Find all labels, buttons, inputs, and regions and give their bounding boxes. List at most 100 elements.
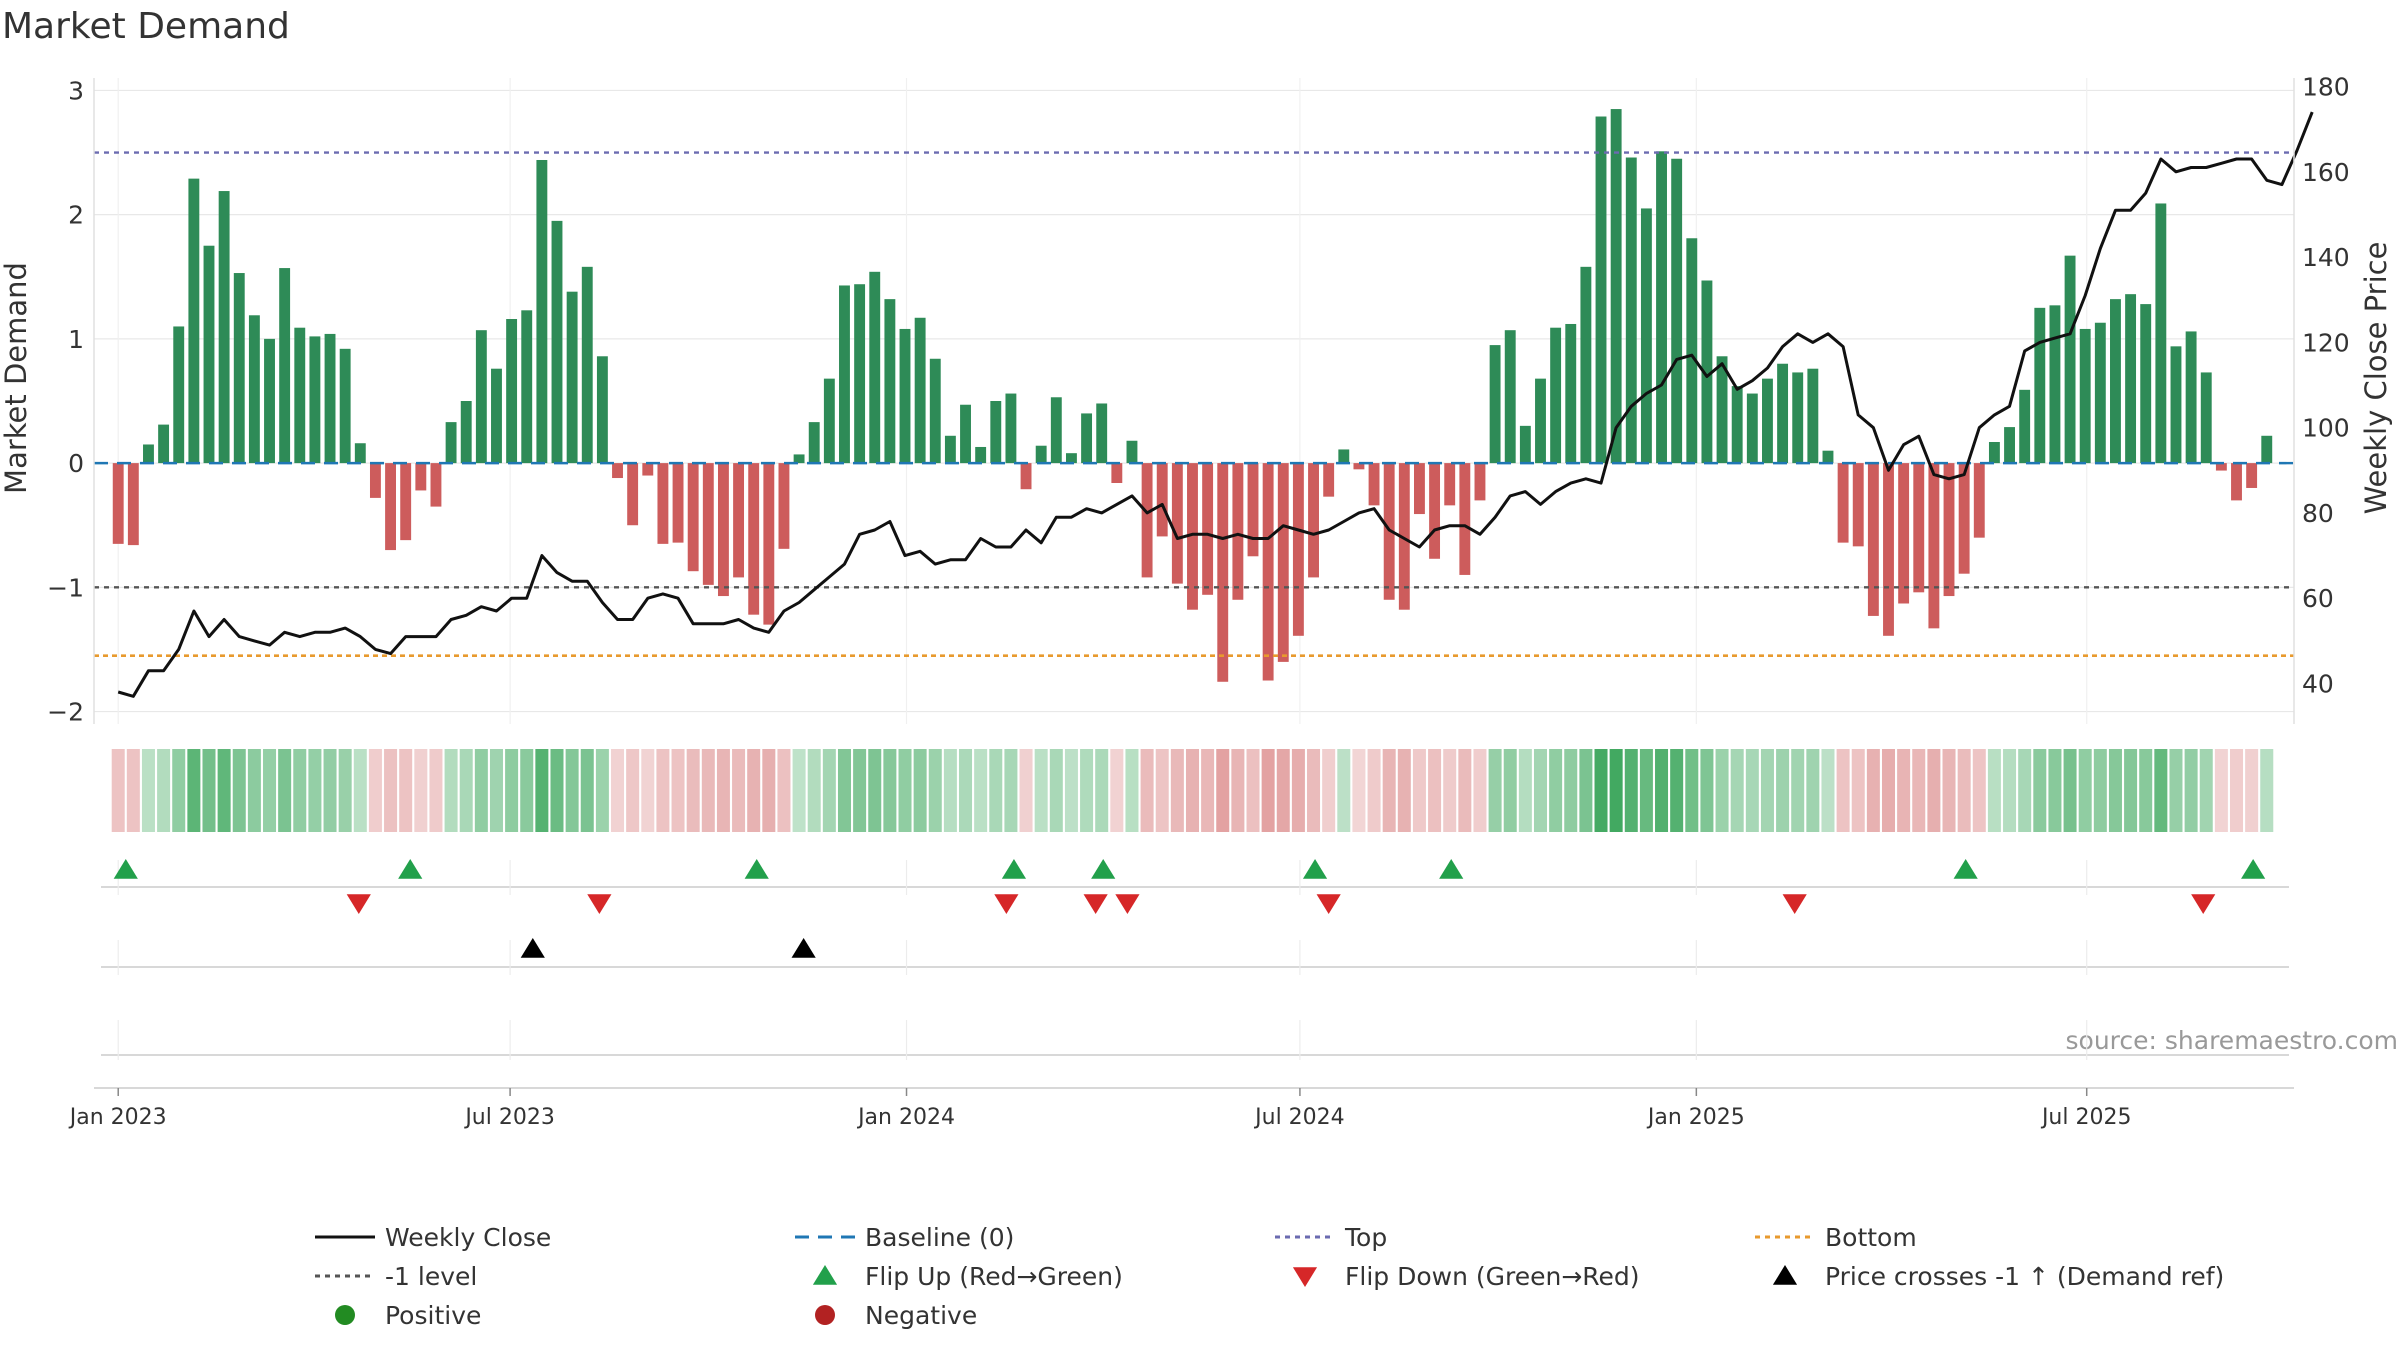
- heatmap-cell: [641, 749, 655, 832]
- demand-bar-negative: [430, 463, 442, 507]
- demand-bar-negative: [1883, 463, 1894, 636]
- demand-bar-negative: [1111, 463, 1123, 483]
- heatmap-cell: [1185, 749, 1199, 832]
- heatmap-cell: [2214, 749, 2228, 832]
- heatmap-cell: [1760, 749, 1774, 832]
- heatmap-cell: [701, 749, 715, 832]
- price-cross-marker: [520, 938, 545, 958]
- heatmap-cell: [1730, 749, 1744, 832]
- heatmap-cell: [1700, 749, 1714, 832]
- demand-bar-positive: [339, 348, 351, 464]
- heatmap-cell: [172, 749, 186, 832]
- demand-bar-positive: [173, 326, 185, 464]
- demand-bar-positive: [1716, 356, 1728, 464]
- legend-label: Flip Up (Red→Green): [865, 1262, 1123, 1291]
- demand-bar-positive: [158, 424, 170, 464]
- demand-bar-positive: [1081, 413, 1093, 464]
- heatmap-cell: [323, 749, 337, 832]
- heatmap-cell: [1670, 749, 1684, 832]
- demand-bar-positive: [869, 271, 881, 464]
- weekly-close-line: [117, 111, 2314, 698]
- demand-bar-negative: [1414, 463, 1425, 515]
- heatmap-cell: [747, 749, 761, 832]
- flip-down-marker: [1115, 894, 1140, 914]
- demand-bar-positive: [1126, 440, 1138, 464]
- heatmap-cell: [263, 749, 277, 832]
- demand-bar-negative: [1156, 463, 1168, 537]
- demand-bar-positive: [884, 299, 896, 464]
- demand-bar-positive: [2261, 435, 2273, 464]
- demand-bar-positive: [1610, 109, 1622, 464]
- heatmap-cell: [943, 749, 957, 832]
- heatmap-cell: [1049, 749, 1063, 832]
- demand-bar-negative: [1141, 463, 1153, 578]
- legend-label: Top: [1344, 1223, 1387, 1252]
- heatmap-cell: [1064, 749, 1078, 832]
- flip-up-marker: [1953, 859, 1978, 879]
- demand-bar-positive: [1671, 158, 1683, 464]
- demand-bar-negative: [657, 463, 669, 544]
- demand-bar-positive: [536, 159, 548, 464]
- price-cross-marker: [791, 938, 816, 958]
- heatmap-cell: [550, 749, 564, 832]
- heatmap-cell: [1579, 749, 1593, 832]
- demand-bar-positive: [1035, 445, 1047, 464]
- demand-bar-negative: [2231, 463, 2242, 501]
- heatmap-cell: [868, 749, 882, 832]
- heatmap-cell: [1367, 749, 1381, 832]
- heatmap-cell: [2093, 749, 2107, 832]
- heatmap-cell: [414, 749, 428, 832]
- heatmap-cell: [1518, 749, 1532, 832]
- demand-bar-positive: [1535, 378, 1546, 464]
- heatmap-cell: [580, 749, 594, 832]
- demand-bar-positive: [1640, 208, 1652, 464]
- heatmap-cell: [898, 749, 912, 832]
- flip-down-marker: [1782, 894, 1807, 914]
- heatmap-cell: [1533, 749, 1547, 832]
- heatmap-cell: [1564, 749, 1578, 832]
- heatmap-cell: [1821, 749, 1835, 832]
- x-tick-label: Jul 2025: [2040, 1105, 2132, 1130]
- demand-bar-negative: [1898, 463, 1910, 604]
- demand-bar-negative: [702, 463, 714, 585]
- heatmap-cell: [2063, 749, 2077, 832]
- heatmap-cell: [807, 749, 821, 832]
- demand-bar-positive: [1822, 450, 1834, 464]
- heatmap-cell: [1488, 749, 1502, 832]
- demand-bar-negative: [672, 463, 684, 543]
- y-right-tick-label: 60: [2302, 584, 2334, 613]
- demand-bar-positive: [264, 338, 275, 464]
- demand-bar-negative: [1232, 463, 1244, 600]
- demand-bar-negative: [1202, 463, 1214, 595]
- y-right-tick-label: 80: [2302, 499, 2334, 528]
- demand-bar-positive: [354, 443, 366, 464]
- demand-bar-positive: [914, 317, 926, 464]
- heatmap-cell: [1473, 749, 1487, 832]
- heatmap-cell: [111, 749, 125, 832]
- demand-bar-positive: [1792, 372, 1804, 464]
- legend-label: Bottom: [1825, 1223, 1917, 1252]
- heatmap-cell: [2033, 749, 2047, 832]
- demand-bar-positive: [793, 454, 805, 464]
- demand-bar-positive: [2094, 322, 2106, 464]
- demand-bar-negative: [612, 463, 623, 479]
- heatmap-cell: [777, 749, 791, 832]
- heatmap-cell: [792, 749, 806, 832]
- heatmap-cell: [505, 749, 519, 832]
- demand-bar-negative: [748, 463, 760, 615]
- heatmap-cell: [126, 749, 140, 832]
- heatmap-cell: [157, 749, 171, 832]
- demand-bar-negative: [1459, 463, 1471, 575]
- heatmap-cell: [2154, 749, 2168, 832]
- heatmap-cell: [1639, 749, 1653, 832]
- heatmap-cell: [1927, 749, 1941, 832]
- heatmap-cell: [384, 749, 398, 832]
- heatmap-cell: [1110, 749, 1124, 832]
- y-right-tick-label: 100: [2302, 414, 2350, 443]
- heatmap-strip: [111, 749, 2274, 832]
- heatmap-cell: [1307, 749, 1321, 832]
- heatmap-cell: [429, 749, 443, 832]
- demand-bar-negative: [733, 463, 745, 578]
